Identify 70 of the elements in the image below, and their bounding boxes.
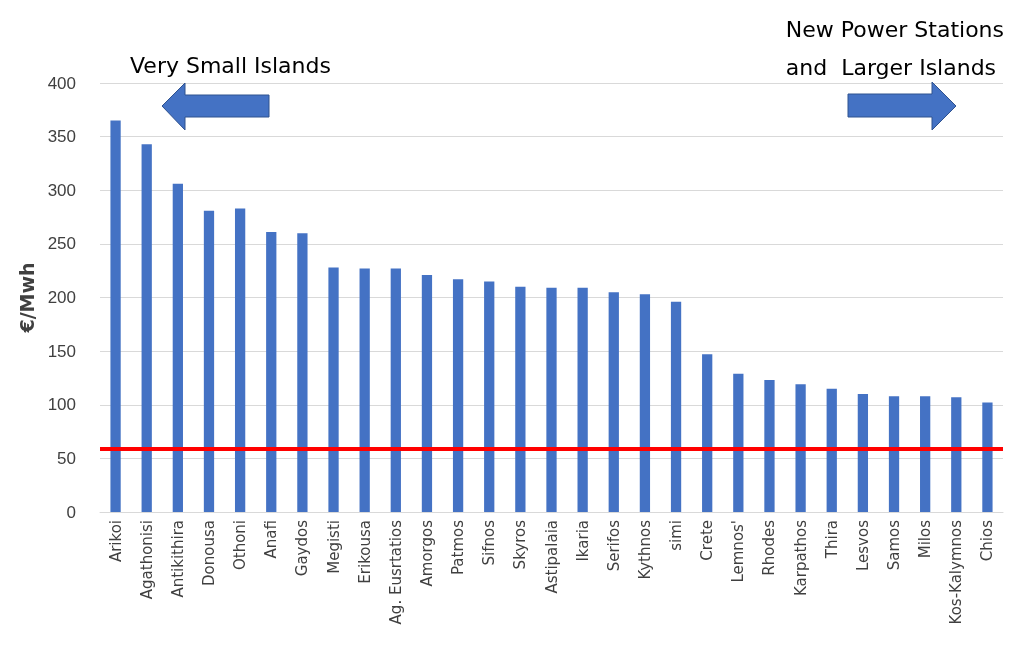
x-tick-label: Ag. Eusrtatios <box>386 519 405 625</box>
x-tick-label: Samos <box>885 519 904 571</box>
x-tick-label: Arikoi <box>106 520 125 563</box>
x-tick-label: Lemnos' <box>729 520 748 583</box>
bar <box>172 183 183 512</box>
bar <box>421 274 433 512</box>
bar <box>390 268 401 512</box>
bar <box>608 292 619 512</box>
text: New Power Stations and Larger Islands <box>785 16 1005 80</box>
y-axis-title: €/Mwh <box>16 262 39 334</box>
x-tick-label: Donousa <box>199 520 218 586</box>
x-tick-label: Sifnos <box>480 519 499 566</box>
bar <box>702 354 713 512</box>
y-tick-label: 50 <box>57 448 76 468</box>
x-tick-label: Patmos <box>449 519 468 576</box>
y-tick-label: 250 <box>47 234 76 254</box>
bar <box>670 301 682 512</box>
x-tick-label: Ikaria <box>573 520 592 562</box>
bar <box>452 279 464 512</box>
bar <box>888 396 900 512</box>
x-tick-label: Kos-Kalymnos <box>947 519 966 625</box>
x-tick-label: Erikousa <box>355 520 374 584</box>
x-tick-label: Gaydos <box>293 519 312 577</box>
x-tick-label: Lesvos <box>853 519 872 572</box>
bar <box>297 233 308 512</box>
y-tick-label: 200 <box>47 288 76 307</box>
x-tick-label: Crete <box>698 520 717 561</box>
y-tick-label: 400 <box>47 73 76 93</box>
bar <box>639 294 651 512</box>
x-tick-label: Kythnos <box>635 519 654 580</box>
bar <box>359 268 370 512</box>
y-tick-label: 300 <box>47 180 76 200</box>
text: Very Small Islands <box>130 52 331 78</box>
bar <box>110 120 121 512</box>
bar <box>515 286 526 512</box>
x-tick-label: Skyros <box>511 519 530 570</box>
bar <box>577 287 588 512</box>
bar <box>203 210 215 512</box>
x-tick-label: Anafi <box>262 520 281 559</box>
bar <box>484 281 495 512</box>
y-tick-label: 350 <box>47 127 76 147</box>
x-tick-label: Rhodes <box>760 519 779 576</box>
bar <box>234 208 246 512</box>
bar <box>266 232 277 512</box>
x-tick-label: Serifos <box>604 519 623 572</box>
x-tick-label: Chios <box>978 519 997 562</box>
bar <box>795 384 806 512</box>
y-tick-label: 100 <box>47 395 76 415</box>
bar <box>733 373 744 512</box>
x-tick-label: Amorgos <box>417 519 436 587</box>
y-tick-label: 0 <box>66 502 76 522</box>
bar <box>546 287 557 512</box>
x-tick-label: Thira <box>822 520 841 560</box>
x-tick-label: Megisti <box>324 520 343 574</box>
x-tick-label: Karpathos <box>791 519 810 597</box>
x-tick-label: Astipalaia <box>542 520 561 594</box>
bar <box>764 380 775 512</box>
bar <box>826 388 837 512</box>
y-tick-label: 150 <box>47 341 76 361</box>
x-tick-label: Antikithira <box>168 520 187 598</box>
x-tick-label: Agathonisi <box>137 520 156 600</box>
bar <box>951 397 962 512</box>
bar <box>982 402 993 512</box>
x-tick-label: Othoni <box>231 520 250 571</box>
bar <box>328 267 339 512</box>
bar <box>857 394 869 512</box>
x-tick-label: Milos <box>916 519 935 559</box>
x-tick-label: simi <box>667 520 686 551</box>
bar <box>920 396 931 512</box>
bar <box>141 144 152 512</box>
